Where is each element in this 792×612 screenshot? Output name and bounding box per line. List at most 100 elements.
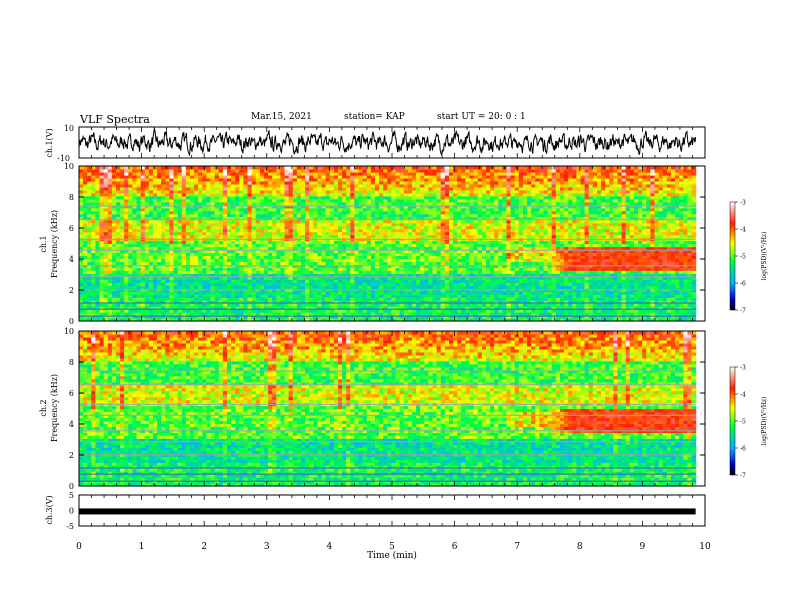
- spectrogram-cell: [83, 261, 88, 265]
- spectrogram-cell: [288, 291, 294, 295]
- spectrogram-cell: [358, 174, 364, 179]
- spectrogram-cell: [165, 240, 170, 245]
- spectrogram-cell: [469, 309, 475, 313]
- spectrogram-cell: [296, 192, 302, 197]
- spectrogram-cell: [107, 303, 113, 307]
- spectrogram-cell: [428, 192, 434, 197]
- spectrogram-cell: [210, 252, 216, 256]
- spectrogram-cell: [111, 225, 117, 230]
- spectrogram-cell: [412, 249, 417, 254]
- spectrogram-cell: [144, 303, 150, 307]
- spectrogram-cell: [436, 318, 442, 322]
- spectrogram-cell: [358, 303, 364, 307]
- spectrogram-cell: [247, 306, 253, 310]
- spectrogram-cell: [83, 300, 88, 304]
- spectrogram-cell: [399, 318, 405, 322]
- spectrogram-cell: [317, 267, 323, 271]
- spectrogram-cell: [91, 282, 96, 286]
- spectrogram-cell: [305, 228, 310, 233]
- spectrogram-cell: [231, 309, 236, 313]
- spectrogram-cell: [79, 183, 84, 188]
- spectrogram-cell: [317, 219, 323, 224]
- spectrogram-cell: [461, 186, 466, 191]
- spectrogram-cell: [177, 246, 183, 251]
- spectrogram-cell: [148, 303, 154, 307]
- spectrogram-cell: [259, 303, 265, 307]
- spectrogram-cell: [185, 282, 191, 286]
- spectrogram-cell: [198, 186, 203, 191]
- spectrogram-cell: [313, 216, 318, 221]
- spectrogram-cell: [375, 219, 380, 224]
- spectrogram-cell: [136, 234, 142, 239]
- spectrogram-cell: [124, 276, 129, 280]
- spectrogram-cell: [461, 258, 466, 262]
- spectrogram-cell: [91, 255, 96, 259]
- spectrogram-cell: [255, 213, 261, 218]
- spectrogram-cell: [333, 291, 339, 295]
- spectrogram-cell: [181, 303, 187, 307]
- spectrogram-cell: [292, 258, 298, 262]
- spectrogram-cell: [181, 225, 187, 230]
- spectrogram-cell: [157, 213, 162, 218]
- spectrogram-cell: [288, 174, 294, 179]
- spectrogram-cell: [280, 210, 286, 215]
- spectrogram-cell: [346, 174, 351, 179]
- spectrogram-cell: [91, 234, 96, 239]
- spectrogram-cell: [169, 174, 175, 179]
- spectrogram-cell: [354, 261, 360, 265]
- spectrogram-cell: [247, 249, 253, 254]
- spectrogram-cell: [325, 210, 331, 215]
- spectrogram-cell: [457, 312, 462, 316]
- spectrogram-cell: [346, 207, 351, 212]
- spectrogram-cell: [313, 267, 318, 271]
- spectrogram-cell: [161, 309, 166, 313]
- spectrogram-cell: [416, 198, 421, 203]
- spectrogram-cell: [465, 279, 471, 283]
- spectrogram-cell: [251, 198, 257, 203]
- spectrogram-cell: [140, 300, 146, 304]
- spectrogram-cell: [140, 303, 146, 307]
- spectrogram-cell: [157, 297, 162, 301]
- spectrogram-cell: [313, 186, 318, 191]
- spectrogram-cell: [210, 195, 216, 200]
- spectrogram-cell: [461, 225, 466, 230]
- spectrogram-cell: [235, 228, 240, 233]
- spectrogram-cell: [407, 207, 413, 212]
- spectrogram-cell: [222, 234, 228, 239]
- spectrogram-cell: [428, 309, 434, 313]
- spectrogram-cell: [391, 270, 397, 274]
- spectrogram-cell: [177, 255, 183, 259]
- spectrogram-cell: [444, 166, 450, 170]
- spectrogram-cell: [157, 273, 162, 277]
- spectrogram-cell: [99, 192, 105, 197]
- spectrogram-cell: [144, 177, 150, 182]
- spectrogram-cell: [362, 276, 368, 280]
- spectrogram-cell: [342, 306, 347, 310]
- spectrogram-cell: [453, 294, 458, 298]
- spectrogram-cell: [366, 189, 372, 194]
- spectrogram-cell: [259, 291, 265, 295]
- spectrogram-cell: [144, 183, 150, 188]
- spectrogram-cell: [457, 240, 462, 245]
- spectrogram-cell: [338, 180, 343, 185]
- spectrogram-cell: [362, 282, 368, 286]
- spectrogram-cell: [173, 309, 179, 313]
- spectrogram-cell: [412, 282, 417, 286]
- spectrogram-cell: [436, 261, 442, 265]
- spectrogram-cell: [124, 216, 129, 221]
- spectrogram-cell: [469, 303, 475, 307]
- spectrogram-cell: [148, 166, 154, 170]
- spectrogram-cell: [87, 309, 92, 313]
- spectrogram-cell: [255, 166, 261, 170]
- spectrogram-cell: [305, 282, 310, 286]
- spectrogram-cell: [255, 276, 261, 280]
- spectrogram-cell: [218, 294, 224, 298]
- spectrogram-cell: [313, 240, 318, 245]
- spectrogram-cell: [280, 180, 286, 185]
- spectrogram-cell: [251, 231, 257, 236]
- spectrogram-cell: [338, 216, 343, 221]
- spectrogram-cell: [136, 231, 142, 236]
- spectrogram-cell: [375, 166, 380, 170]
- spectrogram-cell: [296, 222, 302, 227]
- spectrogram-cell: [342, 195, 347, 200]
